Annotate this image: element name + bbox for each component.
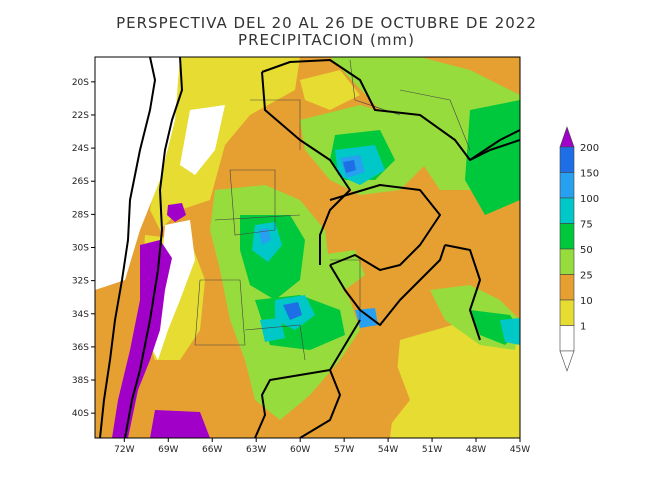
legend-max-arrow — [559, 126, 575, 148]
map-title-line1: PERSPECTIVA DEL 20 AL 26 DE OCTUBRE DE 2… — [116, 14, 537, 32]
field-core-lightblue-5 — [355, 308, 378, 328]
field-andes-purple — [112, 240, 172, 438]
national-borders — [99, 57, 520, 438]
field-south-lightgreen — [250, 350, 300, 400]
legend-label: 1 — [580, 322, 586, 333]
field-atlantic-yellow — [390, 320, 520, 438]
lat-tick-label: 28S — [72, 210, 89, 220]
lon-tick-label: 57W — [334, 445, 354, 455]
field-bolivia-yellow — [300, 70, 360, 110]
lon-tick-label: 51W — [422, 445, 442, 455]
legend-label: 200 — [580, 143, 599, 154]
field-core-blue-4 — [343, 160, 356, 173]
field-andes-white — [180, 105, 225, 175]
lat-tick-label: 38S — [72, 376, 89, 386]
lat-tick-label: 36S — [72, 343, 89, 353]
lon-tick-label: 48W — [466, 445, 486, 455]
lat-tick-label: 40S — [72, 409, 89, 419]
lat-axis: 20S 22S 24S 26S 28S 30S 32S 34S 36S 38S 40S — [72, 78, 95, 419]
legend-label: 10 — [580, 296, 593, 307]
field-core-blue-2 — [283, 302, 302, 320]
field-core-cyan-6 — [500, 318, 520, 345]
field-atlantic-orange — [320, 360, 410, 438]
field-pacific — [95, 265, 140, 438]
lat-tick-label: 32S — [72, 277, 89, 287]
legend-label: 150 — [580, 169, 599, 180]
legend-min-arrow — [559, 350, 575, 372]
province-borders — [194, 59, 471, 361]
lon-tick-label: 45W — [510, 445, 530, 455]
lon-tick-label: 66W — [202, 445, 222, 455]
lat-tick-label: 26S — [72, 177, 89, 187]
legend-swatch — [559, 274, 575, 301]
lon-tick-label: 69W — [158, 445, 178, 455]
lat-tick-label: 30S — [72, 244, 89, 254]
legend-swatch — [559, 146, 575, 173]
field-core-lightblue-1 — [259, 228, 271, 245]
legend-swatch — [559, 197, 575, 224]
legend-swatch — [559, 325, 575, 352]
legend-label: 50 — [580, 245, 593, 256]
lon-axis: 72W 69W 66W 63W 60W 57W 54W 51W 48W 45W — [114, 438, 530, 455]
legend-label: 25 — [580, 271, 593, 282]
map-title-line2: PRECIPITACION (mm) — [238, 31, 415, 49]
field-cordillera-white — [150, 220, 195, 360]
lat-tick-label: 24S — [72, 144, 89, 154]
lat-tick-label: 34S — [72, 310, 89, 320]
lon-tick-label: 60W — [290, 445, 310, 455]
legend-swatch — [559, 248, 575, 275]
legend-swatch — [559, 223, 575, 250]
field-andes-purple-2 — [167, 203, 186, 222]
field-core-cyan-3 — [260, 318, 285, 342]
field-brazil-coast-green — [465, 100, 520, 215]
lat-tick-label: 20S — [72, 78, 89, 88]
field-chile-white — [95, 57, 180, 290]
lon-tick-label: 54W — [378, 445, 398, 455]
lon-tick-label: 72W — [114, 445, 134, 455]
legend-swatch — [559, 299, 575, 326]
lon-tick-label: 63W — [246, 445, 266, 455]
legend-label: 75 — [580, 220, 593, 231]
precipitation-legend: 200 150 100 75 50 25 10 1 — [559, 126, 599, 372]
lat-tick-label: 22S — [72, 111, 89, 121]
legend-label: 100 — [580, 194, 599, 205]
field-south-purple — [150, 410, 210, 438]
legend-swatch — [559, 172, 575, 199]
